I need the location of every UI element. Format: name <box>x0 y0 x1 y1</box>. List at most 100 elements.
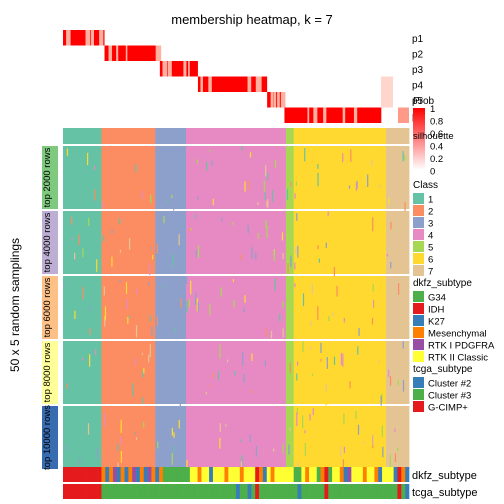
heatmap-cell <box>226 359 229 363</box>
prob-legend-tick: 1 <box>430 104 435 115</box>
heatmap-cell <box>110 172 112 181</box>
tcga-track-cell <box>251 484 256 499</box>
dkfz-legend-swatch <box>413 351 424 362</box>
class-bar-cell <box>247 128 256 144</box>
heatmap-cell <box>257 233 259 239</box>
heatmap-cell <box>355 146 364 209</box>
heatmap-cell <box>135 437 138 440</box>
heatmap-cell <box>101 341 110 404</box>
tcga-track-cell <box>201 484 206 499</box>
heatmap-cell <box>290 182 292 187</box>
heatmap-cell <box>318 258 320 263</box>
heatmap-cell <box>109 211 118 274</box>
tcga-track-cell <box>266 484 271 499</box>
heatmap-cell <box>216 406 225 469</box>
heatmap-cell <box>401 406 410 469</box>
heatmap-cell <box>295 310 297 324</box>
tcga-legend-label: G-CIMP+ <box>428 403 468 414</box>
heatmap-cell <box>78 276 87 339</box>
heatmap-cell <box>101 406 110 469</box>
heatmap-cell <box>401 211 410 274</box>
heatmap-cell <box>267 199 269 208</box>
heatmap-cell <box>309 413 311 421</box>
tcga-track-cell <box>393 484 398 499</box>
heatmap-cell <box>342 353 344 367</box>
dkfz-track-cell <box>186 467 191 482</box>
heatmap-cell <box>265 165 267 177</box>
heatmap-cell <box>109 146 118 209</box>
dkfz-legend-label: RTK I PDGFRA <box>428 341 495 352</box>
heatmap-cell <box>371 160 373 167</box>
class-legend-label: 4 <box>428 231 433 242</box>
heatmap-cell <box>264 192 266 200</box>
tcga-track-cell <box>289 484 294 499</box>
heatmap-cell <box>178 406 187 469</box>
heatmap-cell <box>124 146 133 209</box>
tcga-legend-title: tcga_subtype <box>413 364 473 375</box>
heatmap-cell <box>316 341 325 404</box>
class-legend-swatch <box>413 193 424 204</box>
tcga-track-cell <box>124 484 129 499</box>
heatmap-cell <box>309 211 318 274</box>
heatmap-cell <box>348 197 350 204</box>
heatmap-cell <box>132 211 141 274</box>
heatmap-cell <box>104 315 106 327</box>
tcga-track-cell <box>366 484 371 499</box>
prob-cell <box>90 30 94 46</box>
heatmap-cell <box>316 276 325 339</box>
heatmap-cell <box>281 232 284 241</box>
heatmap-cell <box>340 352 343 366</box>
heatmap-cell <box>393 406 402 469</box>
heatmap-cell <box>178 276 187 339</box>
prob-cell <box>247 76 252 92</box>
heatmap-cell <box>290 255 292 268</box>
heatmap-cell <box>247 211 256 274</box>
heatmap-cell <box>71 414 73 419</box>
heatmap-cell <box>404 154 406 161</box>
prob-row-label: p2 <box>412 50 424 61</box>
heatmap-cell <box>349 381 351 389</box>
heatmap-cell <box>201 211 210 274</box>
tcga-track-cell <box>309 484 314 499</box>
heatmap-cell <box>178 234 180 246</box>
heatmap-cell <box>295 246 297 254</box>
heatmap-cell <box>317 164 319 169</box>
heatmap-cell <box>381 425 383 437</box>
class-bar-cell <box>139 128 148 144</box>
heatmap-cell <box>225 345 227 356</box>
tcga-track-cell <box>186 484 191 499</box>
heatmap-cell <box>356 180 358 189</box>
heatmap-cell <box>333 356 336 365</box>
heatmap-cell <box>209 406 218 469</box>
heatmap-cell <box>265 327 267 337</box>
heatmap-cell <box>126 298 129 310</box>
tcga-track-cell <box>78 484 83 499</box>
dkfz-track-cell <box>82 467 87 482</box>
dkfz-track-cell <box>178 467 183 482</box>
prob-cell <box>155 45 160 61</box>
tcga-track-cell <box>262 484 268 499</box>
heatmap-cell <box>367 174 369 187</box>
heatmap-cell <box>301 406 310 469</box>
heatmap-cell <box>381 393 383 403</box>
tcga-track-cell <box>301 484 306 499</box>
tcga-track-cell <box>378 484 383 499</box>
heatmap-cell <box>71 236 73 240</box>
dkfz-track-cell <box>274 467 279 482</box>
heatmap-cell <box>343 446 346 454</box>
heatmap-cell <box>401 276 410 339</box>
heatmap-cell <box>339 341 348 404</box>
heatmap-cell <box>288 444 290 455</box>
heatmap-cell <box>282 252 284 260</box>
class-legend-swatch <box>413 241 424 252</box>
heatmap-cell <box>295 181 297 186</box>
heatmap-cell <box>316 382 318 395</box>
tcga-track-cell <box>147 484 152 499</box>
heatmap-cell <box>393 211 402 274</box>
heatmap-cell <box>147 341 156 404</box>
heatmap-cell <box>87 152 89 166</box>
dkfz-track-cell <box>324 467 329 482</box>
class-bar-cell <box>309 128 318 144</box>
tcga-track-cell <box>247 484 252 499</box>
heatmap-cell <box>70 211 79 274</box>
